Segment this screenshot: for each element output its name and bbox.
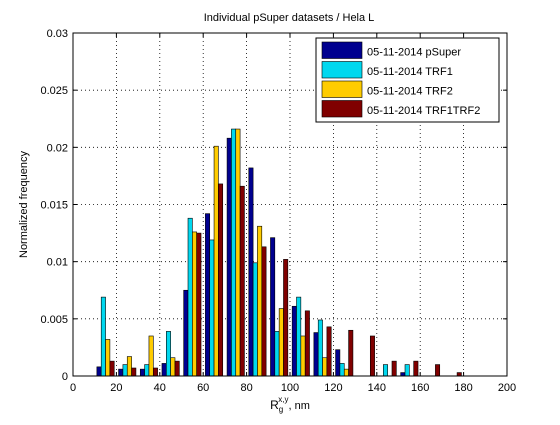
x-tick-label: 120 — [324, 382, 342, 394]
bar — [205, 213, 211, 377]
x-tick-label: 100 — [281, 382, 299, 394]
bar — [435, 364, 441, 377]
bar — [166, 331, 171, 377]
legend-label: 05-11-2014 TRF1TRF2 — [367, 105, 480, 117]
bar — [239, 185, 245, 377]
bar — [226, 137, 232, 377]
x-axis-label: Rgx,y, nm — [270, 395, 310, 414]
bars-layer — [96, 128, 462, 377]
x-tick-label: 140 — [368, 382, 386, 394]
x-tick-label: 160 — [411, 382, 429, 394]
x-tick-label: 60 — [197, 382, 209, 394]
bar — [139, 368, 145, 377]
bar — [235, 128, 241, 377]
x-tick-label: 80 — [240, 382, 252, 394]
bar — [96, 366, 102, 377]
bar — [404, 364, 410, 377]
chart-title: Individual pSuper datasets / Hela L — [204, 12, 375, 24]
bar — [400, 372, 406, 377]
legend-swatch — [321, 80, 363, 98]
x-axis-label-sub: g — [279, 405, 283, 414]
bar — [231, 128, 237, 377]
bar — [144, 364, 150, 377]
legend-label: 05-11-2014 TRF2 — [367, 86, 453, 98]
bar — [300, 335, 306, 377]
bar — [291, 305, 297, 377]
bar — [183, 289, 189, 377]
y-tick-label: 0.02 — [47, 142, 68, 154]
bar — [100, 296, 106, 377]
bar — [270, 237, 276, 377]
x-tick-label: 40 — [154, 382, 166, 394]
y-tick-label: 0.01 — [47, 257, 68, 269]
bar — [304, 310, 310, 377]
bar — [126, 356, 132, 377]
bar — [369, 335, 375, 377]
bar — [274, 331, 280, 377]
bar — [391, 360, 397, 377]
x-axis-label-sup: x,y — [278, 395, 288, 404]
bar — [339, 363, 345, 377]
y-axis-ticks: 0 0.005 0.01 0.015 0.02 0.025 0.03 — [40, 28, 507, 383]
bar — [213, 145, 219, 377]
bar — [192, 231, 197, 377]
bar — [248, 167, 254, 377]
bar — [348, 329, 354, 377]
bar — [456, 372, 462, 377]
x-tick-label: 0 — [70, 382, 76, 394]
x-axis-label-main: R — [270, 398, 279, 412]
bar — [196, 232, 202, 377]
bar — [335, 349, 341, 377]
x-tick-label: 180 — [454, 382, 472, 394]
bar — [148, 335, 154, 377]
y-tick-label: 0.025 — [40, 85, 68, 97]
legend-label: 05-11-2014 pSuper — [367, 47, 461, 59]
bar — [313, 332, 319, 377]
bar — [413, 360, 419, 377]
y-tick-label: 0.005 — [40, 314, 68, 326]
bar — [322, 357, 328, 377]
legend-label: 05-11-2014 TRF1 — [367, 66, 453, 78]
bar — [209, 239, 215, 377]
bar — [105, 339, 111, 377]
bar — [218, 183, 224, 377]
bar — [131, 367, 137, 377]
legend-swatch — [321, 61, 363, 79]
bar — [326, 326, 332, 377]
bar — [317, 319, 323, 377]
bar — [252, 262, 258, 377]
bar — [187, 217, 193, 377]
y-tick-label: 0.03 — [47, 28, 68, 40]
bar — [283, 259, 289, 377]
bar — [261, 246, 267, 377]
bar — [122, 364, 128, 377]
grid-lines — [73, 33, 507, 376]
x-tick-label: 20 — [110, 382, 122, 394]
bar — [383, 364, 388, 377]
bar — [170, 357, 176, 377]
bar — [296, 296, 302, 377]
y-axis-label: Normalized frequency — [18, 151, 30, 258]
legend: 05-11-2014 pSuper 05-11-2014 TRF1 05-11-20… — [315, 37, 500, 123]
x-axis-label-unit: , nm — [288, 400, 309, 412]
x-tick-label: 200 — [498, 382, 516, 394]
bar — [152, 367, 158, 377]
bar — [174, 360, 180, 377]
bar — [161, 363, 167, 377]
x-axis-ticks: 0 20 40 60 80 100 120 140 160 180 200 — [70, 33, 516, 394]
bar — [257, 225, 263, 377]
bar — [118, 368, 124, 377]
bar — [343, 368, 349, 377]
y-tick-label: 0.015 — [40, 200, 68, 212]
bar — [109, 360, 115, 377]
y-tick-label: 0 — [62, 371, 68, 383]
legend-swatch — [321, 41, 363, 59]
legend-swatch — [321, 100, 363, 118]
bar — [278, 308, 284, 377]
